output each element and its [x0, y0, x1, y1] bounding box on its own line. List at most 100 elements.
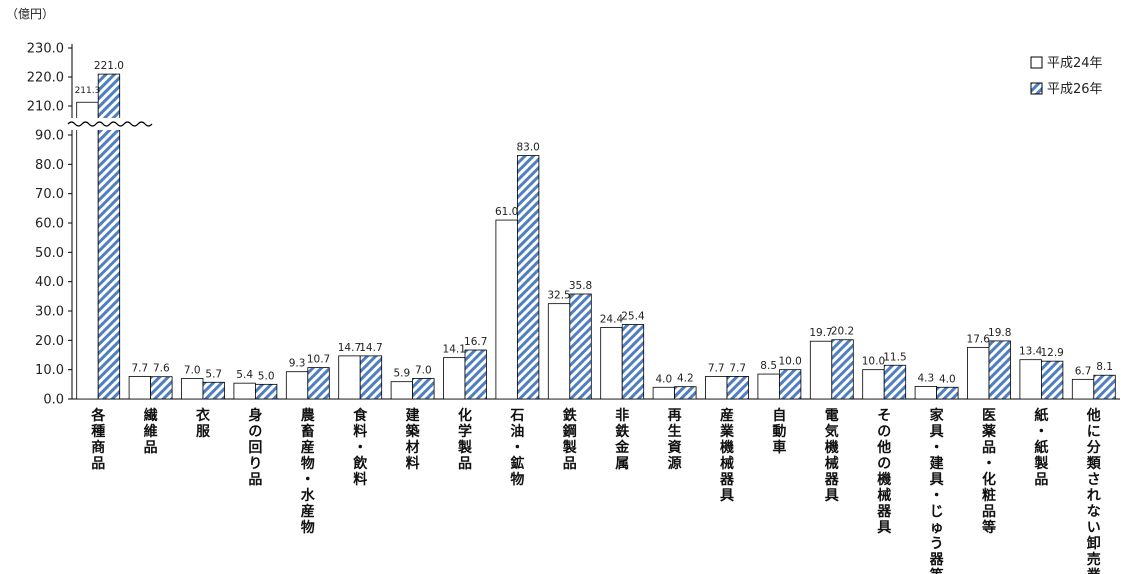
bar-2012 [600, 327, 623, 400]
bar-2012 [914, 385, 937, 400]
data-label: 25.4 [621, 310, 645, 322]
data-label: 14.7 [338, 342, 361, 354]
bar-2014 [1041, 360, 1064, 400]
bar-2014 [779, 369, 802, 400]
y-tick-label: 30.0 [35, 305, 64, 320]
data-label: 14.7 [359, 342, 382, 354]
category-label: 衣服 [196, 407, 211, 440]
data-label: 35.8 [569, 280, 592, 292]
bar-2014 [936, 386, 959, 400]
bar-2012 [1019, 359, 1042, 400]
data-label: 19.8 [988, 327, 1011, 339]
data-label: 7.6 [153, 363, 170, 375]
category-label: 繊維品 [144, 407, 158, 456]
data-label: 10.7 [307, 354, 330, 366]
y-tick-label: 230.0 [27, 42, 64, 57]
bar-2014 [150, 376, 173, 400]
bar-2012 [128, 376, 152, 400]
bar-2012 [705, 376, 728, 400]
bar-2012 [1071, 378, 1095, 400]
data-label: 16.7 [464, 336, 487, 348]
data-label: 14.1 [443, 344, 466, 356]
bar-2012 [76, 101, 99, 400]
bar-2014 [359, 355, 383, 400]
bar-2012 [443, 357, 466, 400]
data-label: 7.0 [184, 364, 201, 376]
y-tick-label: 0.0 [43, 393, 64, 408]
data-label: 11.5 [883, 351, 906, 363]
bar-2012 [547, 303, 571, 400]
bar-2014 [988, 340, 1011, 400]
bar-2014 [831, 339, 854, 400]
category-label: 農畜産物・水産物 [301, 407, 316, 536]
data-label: 12.9 [1040, 347, 1063, 359]
category-label: 再生資源 [668, 408, 682, 472]
data-label: 4.0 [939, 373, 956, 385]
data-label: 7.0 [415, 364, 432, 376]
data-label: 83.0 [516, 142, 539, 154]
bar-2012 [862, 369, 885, 400]
data-label: 5.9 [393, 368, 410, 380]
data-label: 4.0 [655, 373, 672, 385]
data-label: 5.4 [236, 369, 253, 381]
bar-2014 [517, 155, 540, 400]
data-label: 7.7 [729, 362, 746, 374]
y-axis-ticks: 0.0 10.0 20.0 30.0 40.0 50.0 60.0 70.0 80.0 90.0 2… [27, 42, 72, 408]
bar-2012 [652, 386, 675, 400]
bar-2012 [495, 219, 518, 400]
data-label: 61.0 [495, 206, 518, 218]
data-label: 4.2 [677, 373, 694, 385]
data-label: 5.0 [258, 370, 275, 382]
y-tick-label: 90.0 [35, 129, 64, 144]
legend-swatch-2012 [1030, 56, 1043, 69]
data-label: 8.1 [1096, 361, 1113, 373]
bar-2012 [390, 381, 414, 400]
bar-2014 [412, 378, 435, 400]
category-label: 鉄鋼製品 [562, 407, 578, 472]
bars [64, 73, 1116, 400]
category-label: その他の機械器具 [876, 408, 892, 536]
bar-2012 [181, 378, 204, 400]
data-label: 10.0 [862, 356, 885, 368]
legend-swatch-2014 [1030, 82, 1043, 95]
data-label: 7.7 [708, 362, 725, 374]
category-label: 医薬品・化粧品等 [982, 408, 996, 536]
legend-label-2012: 平成24年 [1047, 56, 1103, 71]
data-label: 5.7 [205, 368, 222, 380]
bar-2014 [464, 349, 487, 400]
bar-2012 [338, 355, 361, 400]
category-label: 家具・建具・じゅう器等 [929, 407, 945, 574]
category-labels: 各種商品 繊維品 衣服 身の回り品 農畜産物・水産物 食料・飲料 建築材料 化学製品 石油・鉱物… [90, 407, 1102, 574]
data-label: 9.3 [289, 358, 306, 370]
data-label: 20.2 [831, 326, 854, 338]
category-label: 建築材料 [405, 407, 421, 472]
axes [71, 44, 1120, 400]
data-label: 4.3 [917, 372, 934, 384]
legend-label-2014: 平成26年 [1047, 82, 1103, 97]
bar-2012 [233, 382, 256, 400]
bar-2014 [1093, 374, 1116, 400]
axis-break-squiggle [67, 121, 153, 127]
unit-label: （億円） [6, 7, 54, 21]
bar-2014 [621, 324, 645, 400]
bar-2014 [307, 367, 330, 400]
data-label: 8.5 [760, 360, 777, 372]
category-label: 石油・鉱物 [509, 408, 524, 488]
data-label: 221.0 [94, 60, 124, 72]
y-tick-label: 10.0 [35, 363, 64, 378]
data-label: 13.4 [1019, 346, 1043, 358]
y-tick-label: 70.0 [35, 187, 64, 202]
category-label: 化学製品 [457, 407, 472, 472]
data-label: 7.7 [131, 362, 148, 374]
category-label: 各種商品 [90, 407, 106, 472]
data-label: 32.5 [547, 290, 570, 302]
y-tick-label: 20.0 [35, 334, 64, 349]
bar-2014 [726, 376, 749, 400]
data-label: 24.4 [600, 313, 624, 325]
bar-2014 [97, 73, 121, 400]
legend: 平成24年 平成26年 [1030, 56, 1103, 97]
bar-2012 [285, 371, 309, 400]
category-label: 自動車 [772, 407, 786, 456]
